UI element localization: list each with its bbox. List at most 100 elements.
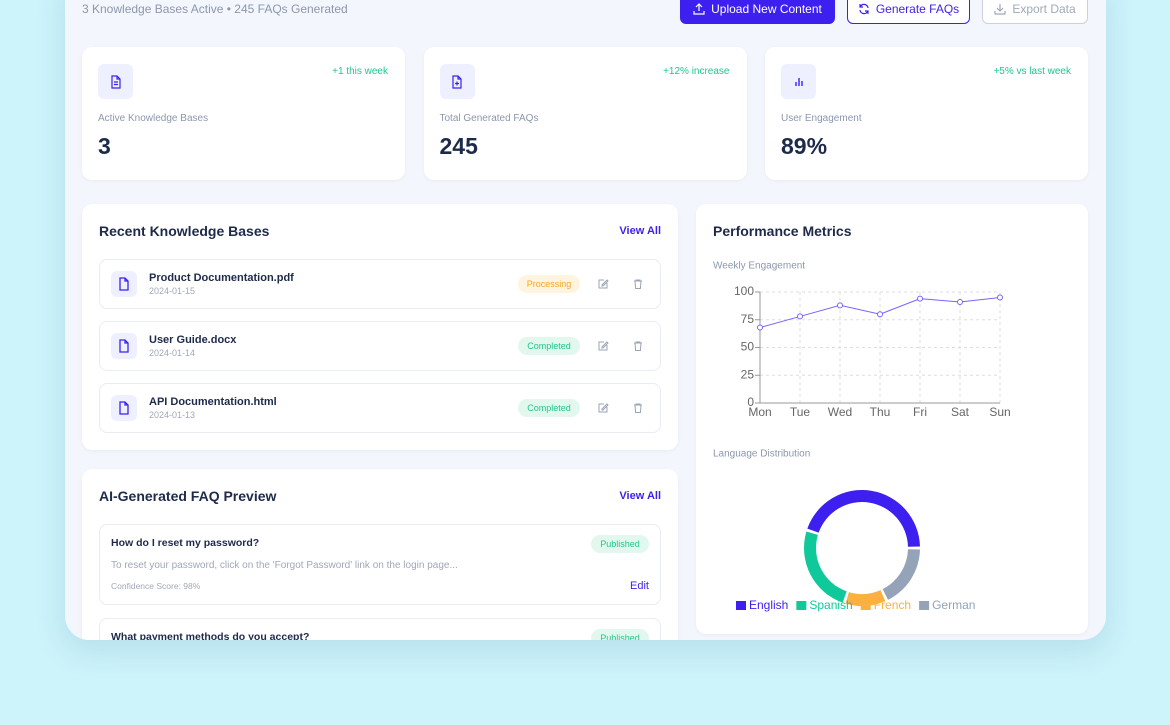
edit-button[interactable] bbox=[596, 339, 610, 353]
line-point bbox=[837, 302, 843, 309]
stat-label: User Engagement bbox=[781, 113, 862, 124]
icon-glyph bbox=[598, 341, 609, 351]
button-label: Upload New Content bbox=[711, 2, 822, 16]
x-tick-label: Mon bbox=[748, 405, 771, 419]
icon-glyph bbox=[598, 403, 609, 413]
stat-badge: +12% increase bbox=[663, 66, 730, 77]
icon-glyph bbox=[794, 77, 803, 86]
refresh-icon bbox=[859, 3, 869, 15]
edit-button[interactable] bbox=[596, 277, 610, 291]
pie-segment bbox=[807, 490, 920, 547]
file-date: 2024-01-14 bbox=[149, 348, 196, 358]
stat-value: 3 bbox=[98, 133, 111, 159]
y-tick-label: 0 bbox=[747, 395, 754, 409]
delete-button[interactable] bbox=[631, 339, 645, 353]
line-point bbox=[877, 311, 883, 318]
icon-glyph bbox=[598, 279, 609, 289]
x-tick-label: Sun bbox=[989, 405, 1010, 419]
icon-glyph bbox=[634, 403, 642, 413]
x-tick-label: Sat bbox=[951, 405, 970, 419]
icon-glyph bbox=[634, 341, 642, 351]
stat-card bbox=[765, 47, 1088, 180]
legend-label: Spanish bbox=[809, 598, 852, 612]
stat-icon bbox=[439, 64, 475, 99]
status-pill: Published bbox=[591, 535, 649, 553]
export-button[interactable]: Export Data bbox=[982, 0, 1088, 24]
file-icon bbox=[111, 395, 137, 421]
x-tick-label: Thu bbox=[870, 405, 891, 419]
file-date: 2024-01-15 bbox=[149, 286, 196, 296]
stat-badge: +1 this week bbox=[332, 66, 388, 77]
performance-card bbox=[696, 204, 1088, 634]
legend-swatch bbox=[736, 601, 746, 610]
button-label: Generate FAQs bbox=[875, 2, 960, 16]
header-subtitle: 3 Knowledge Bases Active • 245 FAQs Gene… bbox=[82, 2, 348, 16]
stat-badge: +5% vs last week bbox=[993, 66, 1071, 77]
upload-icon bbox=[693, 3, 705, 15]
faq-edit[interactable]: Edit bbox=[630, 580, 649, 592]
stat-label: Active Knowledge Bases bbox=[98, 113, 209, 124]
icon-glyph bbox=[119, 401, 129, 415]
x-tick-label: Tue bbox=[790, 405, 811, 419]
file-date: 2024-01-13 bbox=[149, 410, 196, 420]
chart-title: Language Distribution bbox=[713, 449, 810, 460]
x-tick-label: Wed bbox=[828, 405, 852, 419]
faq-question: What payment methods do you accept? bbox=[111, 631, 310, 640]
stat-label: Total Generated FAQs bbox=[439, 113, 539, 124]
delete-button[interactable] bbox=[631, 277, 645, 291]
chart-title: Weekly Engagement bbox=[713, 261, 805, 272]
delete-button[interactable] bbox=[631, 401, 645, 415]
generate-button[interactable]: Generate FAQs bbox=[847, 0, 970, 24]
stat-card bbox=[423, 47, 747, 180]
stat-icon bbox=[781, 64, 816, 99]
pie-segment bbox=[882, 549, 920, 600]
edit-button[interactable] bbox=[596, 401, 610, 415]
faq-answer: To reset your password, click on the 'Fo… bbox=[111, 560, 458, 571]
stat-icon bbox=[98, 64, 133, 99]
status-pill: Published bbox=[591, 629, 649, 640]
icon-glyph bbox=[110, 74, 121, 89]
file-name: Product Documentation.pdf bbox=[149, 272, 294, 284]
status-pill: Processing bbox=[518, 275, 580, 293]
y-tick-label: 100 bbox=[734, 284, 754, 298]
download-icon bbox=[994, 4, 1006, 15]
legend-label: English bbox=[749, 598, 788, 612]
legend-swatch bbox=[860, 601, 871, 610]
line-point bbox=[917, 295, 923, 302]
stat-value: 89% bbox=[781, 133, 828, 159]
file-icon bbox=[111, 333, 137, 359]
file-icon bbox=[111, 271, 137, 297]
button-label: Export Data bbox=[1012, 2, 1076, 16]
faq-item bbox=[99, 618, 661, 640]
line-point bbox=[757, 324, 763, 331]
faq-confidence: Confidence Score: 98% bbox=[111, 581, 201, 591]
legend-label: French bbox=[874, 598, 911, 612]
dashboard-panel: 3 Knowledge Bases Active • 245 FAQs Gene… bbox=[65, 0, 1106, 640]
file-name: User Guide.docx bbox=[149, 334, 237, 346]
faq-question: How do I reset my password? bbox=[111, 537, 260, 549]
pie-segment bbox=[804, 531, 847, 603]
y-tick-label: 25 bbox=[741, 367, 755, 381]
line-point bbox=[957, 298, 963, 305]
line-point bbox=[797, 313, 803, 320]
section-title: Recent Knowledge Bases bbox=[99, 223, 270, 239]
stat-card bbox=[82, 47, 405, 180]
status-pill: Completed bbox=[518, 337, 580, 355]
line-point bbox=[997, 294, 1003, 301]
upload-button[interactable]: Upload New Content bbox=[680, 0, 835, 24]
pie-segment bbox=[845, 590, 886, 607]
view-all-link[interactable]: View All bbox=[619, 225, 661, 237]
charts: Weekly Engagement 0 25 50 75 100 Mon Tue Wed Thu F… bbox=[713, 261, 1011, 613]
legend-swatch bbox=[919, 601, 930, 610]
faq-item bbox=[99, 524, 661, 605]
stat-value: 245 bbox=[439, 133, 478, 159]
section-title: AI-Generated FAQ Preview bbox=[99, 488, 277, 504]
legend-label: German bbox=[932, 598, 975, 612]
legend-swatch bbox=[796, 601, 807, 610]
panel-content: 3 Knowledge Bases Active • 245 FAQs Gene… bbox=[65, 0, 1106, 640]
y-tick-label: 75 bbox=[741, 312, 755, 326]
view-all-link[interactable]: View All bbox=[619, 490, 661, 502]
icon-glyph bbox=[634, 279, 642, 289]
